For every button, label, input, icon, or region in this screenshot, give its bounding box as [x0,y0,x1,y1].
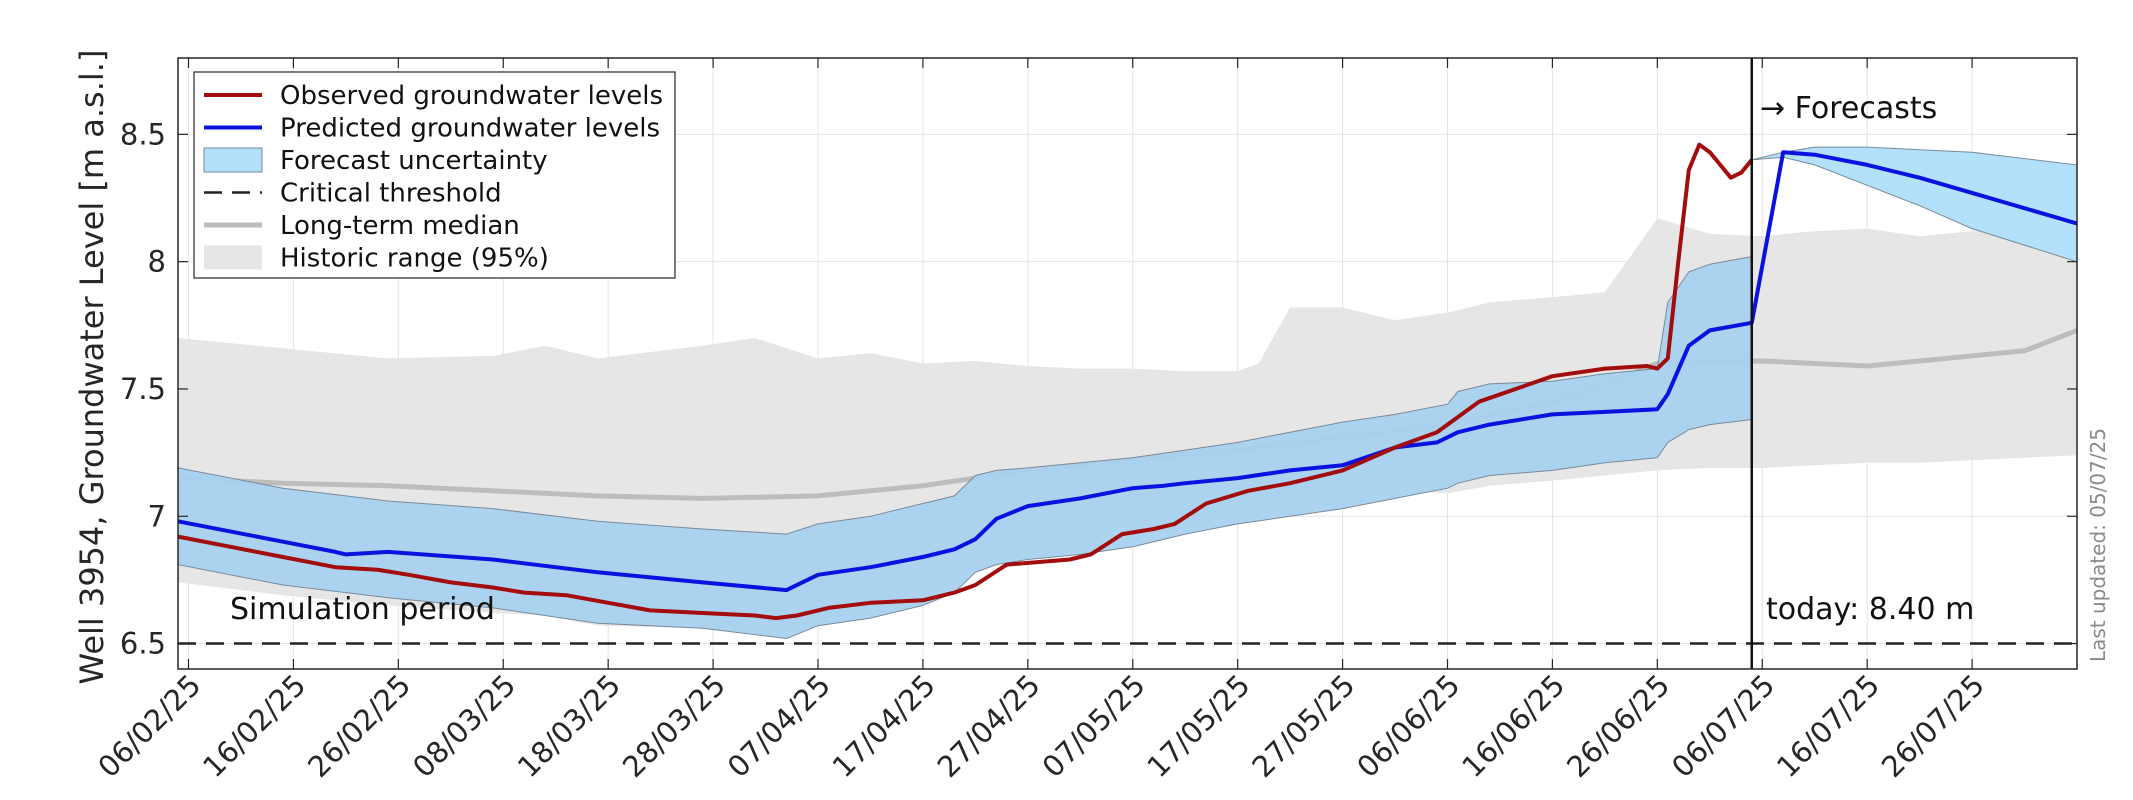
legend-label: Forecast uncertainty [280,146,548,176]
legend-patch-swatch [203,147,263,173]
forecasts-label: → Forecasts [1760,91,1937,126]
series-lines [177,142,2078,621]
legend-label: Predicted groundwater levels [280,114,660,144]
legend-item: Forecast uncertainty [203,146,548,176]
plot-frame [177,57,2078,670]
simulation-period-label: Simulation period [230,592,495,627]
y-tick-label: 8.5 [120,117,166,151]
observed-groundwater-line [177,142,1754,621]
last-updated-label: Last updated: 05/07/25 [2086,428,2110,662]
legend-label: Observed groundwater levels [280,81,663,111]
y-tick-label: 7.5 [120,372,166,406]
legend-item: Long-term median [204,211,520,241]
y-tick-label: 7 [148,499,166,533]
legend-item: Predicted groundwater levels [204,114,660,144]
legend-patch-swatch [204,245,262,270]
legend-item: Historic range (95%) [204,244,549,274]
predicted-groundwater-line [177,150,2078,593]
y-tick-label: 8 [148,245,166,279]
y-axis-title: Well 3954, Groundwater Level [m a.s.l.] [73,50,111,685]
legend-box [193,71,676,279]
y-tick-labels: 6.5 7 7.5 8 8.5 [120,117,166,660]
legend-label: Critical threshold [280,179,502,209]
legend-item: Critical threshold [204,179,502,209]
axis-ticks [178,58,2077,669]
legend-label: Long-term median [280,211,520,241]
y-tick-label: 6.5 [120,627,166,661]
legend-label: Historic range (95%) [280,244,549,274]
today-value-label: today: 8.40 m [1766,592,1974,627]
legend-item: Observed groundwater levels [204,81,663,111]
